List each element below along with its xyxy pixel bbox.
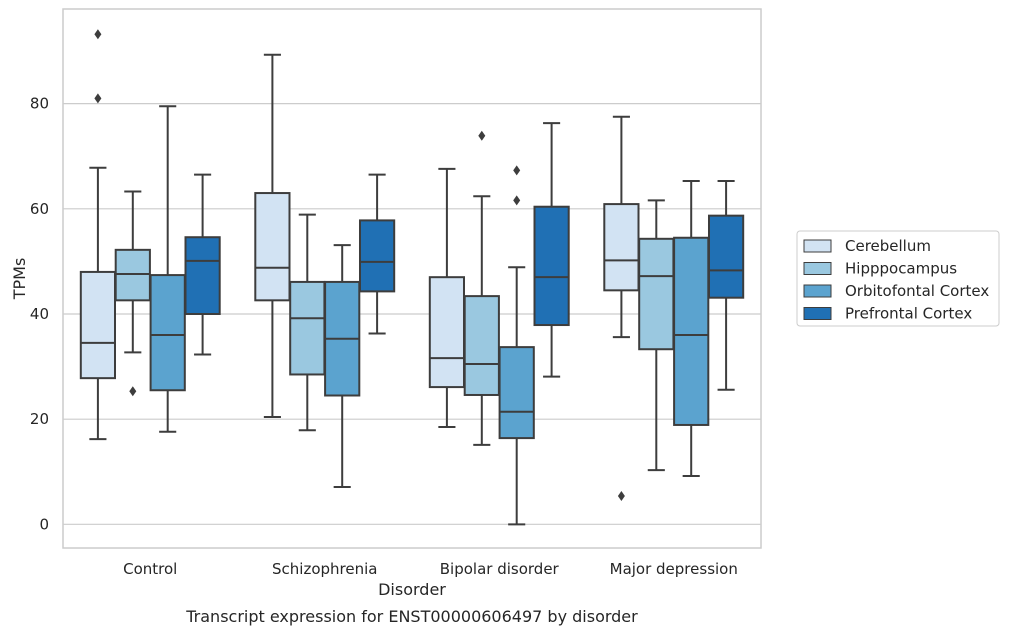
box-control-prefrontal-cortex [184, 173, 221, 356]
box-schizophrenia-orbitofontal-cortex [324, 244, 361, 489]
legend-swatch [803, 307, 832, 320]
outlier-point [94, 93, 102, 104]
iqr-box [463, 295, 500, 396]
legend: Cerebellum Hipppocampus Orbitofontal Corte… [796, 230, 1000, 327]
box-control-cerebellum [79, 29, 117, 441]
box-bipolar-disorder-prefrontal-cortex [533, 122, 570, 378]
y-tick-labels: 0 20 40 60 80 [30, 95, 49, 534]
legend-label: Cerebellum [845, 237, 931, 255]
iqr-box [149, 274, 186, 392]
y-tick-label-20: 20 [30, 410, 49, 428]
x-tick-label-major-depression: Major depression [610, 560, 738, 578]
outlier-point [513, 195, 521, 206]
y-tick-label-60: 60 [30, 200, 49, 218]
box-major-depression-orbitofontal-cortex [673, 179, 710, 477]
box-bipolar-disorder-hipppocampus [463, 130, 500, 446]
iqr-box [638, 237, 675, 351]
iqr-box [428, 276, 466, 389]
iqr-box [707, 214, 745, 299]
iqr-box [289, 280, 326, 376]
y-axis-title: TPMs [10, 258, 29, 301]
outlier-point [513, 165, 521, 176]
figure-caption: Transcript expression for ENST0000060649… [185, 607, 638, 626]
legend-label: Hipppocampus [845, 260, 957, 278]
iqr-box [184, 236, 221, 315]
legend-frame [796, 230, 1000, 327]
legend-label: Orbitofontal Cortex [845, 282, 989, 300]
box-bipolar-disorder-cerebellum [428, 167, 466, 429]
legend-swatch [803, 284, 832, 298]
box-major-depression-hipppocampus [638, 199, 675, 472]
outlier-point [478, 130, 486, 141]
legend-item-orbitofontal-cortex: Orbitofontal Cortex [803, 282, 989, 300]
iqr-box [533, 205, 570, 327]
x-axis-title: Disorder [378, 580, 446, 599]
iqr-box [114, 248, 151, 302]
x-tick-label-control: Control [123, 560, 177, 578]
legend-swatch [803, 239, 832, 253]
legend-swatch [803, 262, 832, 275]
iqr-box [498, 346, 535, 440]
iqr-box [79, 270, 117, 380]
legend-item-cerebellum: Cerebellum [803, 237, 931, 255]
iqr-box [673, 236, 710, 426]
iqr-box [254, 192, 291, 302]
y-tick-label-40: 40 [30, 305, 49, 323]
outlier-point [129, 386, 137, 397]
box-control-orbitofontal-cortex [149, 105, 186, 433]
plot-frame [62, 8, 762, 549]
box-bipolar-disorder-orbitofontal-cortex [498, 165, 535, 526]
box-schizophrenia-prefrontal-cortex [358, 173, 396, 335]
y-tick-label-80: 80 [30, 95, 49, 113]
x-tick-labels: Control Schizophrenia Bipolar disorder Majo… [123, 560, 738, 578]
box-major-depression-cerebellum [603, 115, 640, 501]
x-tick-label-bipolar-disorder: Bipolar disorder [440, 560, 560, 578]
legend-label: Prefrontal Cortex [845, 305, 972, 323]
iqr-box [603, 203, 640, 292]
box-control-hipppocampus [114, 190, 151, 397]
box-major-depression-prefrontal-cortex [707, 179, 745, 391]
outlier-point [94, 29, 102, 40]
legend-item-hipppocampus: Hipppocampus [803, 260, 957, 278]
box-schizophrenia-cerebellum [254, 53, 291, 419]
boxes [79, 29, 745, 526]
x-tick-label-schizophrenia: Schizophrenia [272, 560, 377, 578]
outlier-point [617, 490, 625, 501]
legend-item-prefrontal-cortex: Prefrontal Cortex [803, 305, 972, 323]
y-tick-label-0: 0 [39, 515, 49, 533]
box-schizophrenia-hipppocampus [289, 213, 326, 432]
iqr-box [358, 219, 396, 293]
